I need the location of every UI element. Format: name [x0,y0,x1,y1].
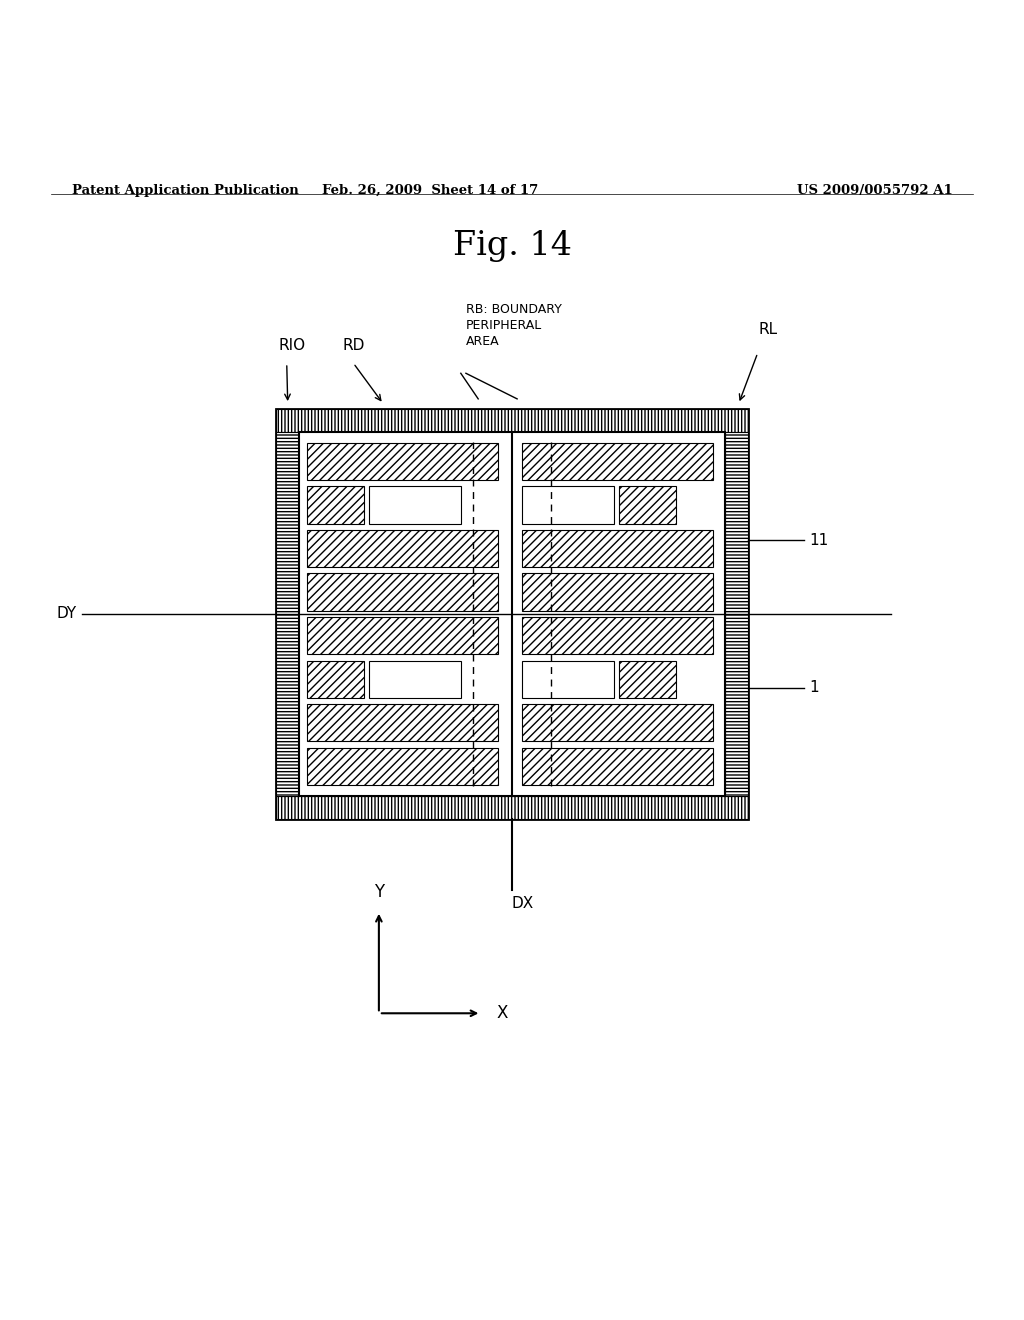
Bar [299,432,725,796]
Bar [522,573,713,611]
Bar [370,487,461,524]
Text: DY: DY [56,606,77,622]
Bar [618,487,676,524]
Bar [307,616,498,655]
Text: RIO: RIO [279,338,305,352]
Text: RD: RD [342,338,365,352]
Bar [370,660,461,698]
Text: X: X [497,1005,508,1022]
Bar [276,409,748,432]
Bar [307,444,498,480]
Text: Y: Y [374,883,384,900]
Bar [307,487,365,524]
Text: 1: 1 [809,680,818,696]
Bar [522,444,713,480]
Bar [522,747,713,785]
Bar [307,660,365,698]
Text: DX: DX [511,895,534,911]
Bar [307,573,498,611]
Bar [618,660,676,698]
Bar [522,704,713,742]
Bar [725,432,748,796]
Bar [522,487,613,524]
Bar [307,529,498,568]
Bar [522,660,613,698]
Bar [276,409,748,818]
Bar [522,616,713,655]
Text: Fig. 14: Fig. 14 [453,230,571,261]
Text: 11: 11 [809,533,828,548]
Bar [522,529,713,568]
Bar [276,796,748,818]
Text: Feb. 26, 2009  Sheet 14 of 17: Feb. 26, 2009 Sheet 14 of 17 [322,183,539,197]
Text: US 2009/0055792 A1: US 2009/0055792 A1 [797,183,952,197]
Text: Patent Application Publication: Patent Application Publication [72,183,298,197]
Text: RB: BOUNDARY
PERIPHERAL
AREA: RB: BOUNDARY PERIPHERAL AREA [466,302,562,347]
Text: RL: RL [759,322,777,338]
Bar [276,432,299,796]
Bar [307,704,498,742]
Bar [307,747,498,785]
